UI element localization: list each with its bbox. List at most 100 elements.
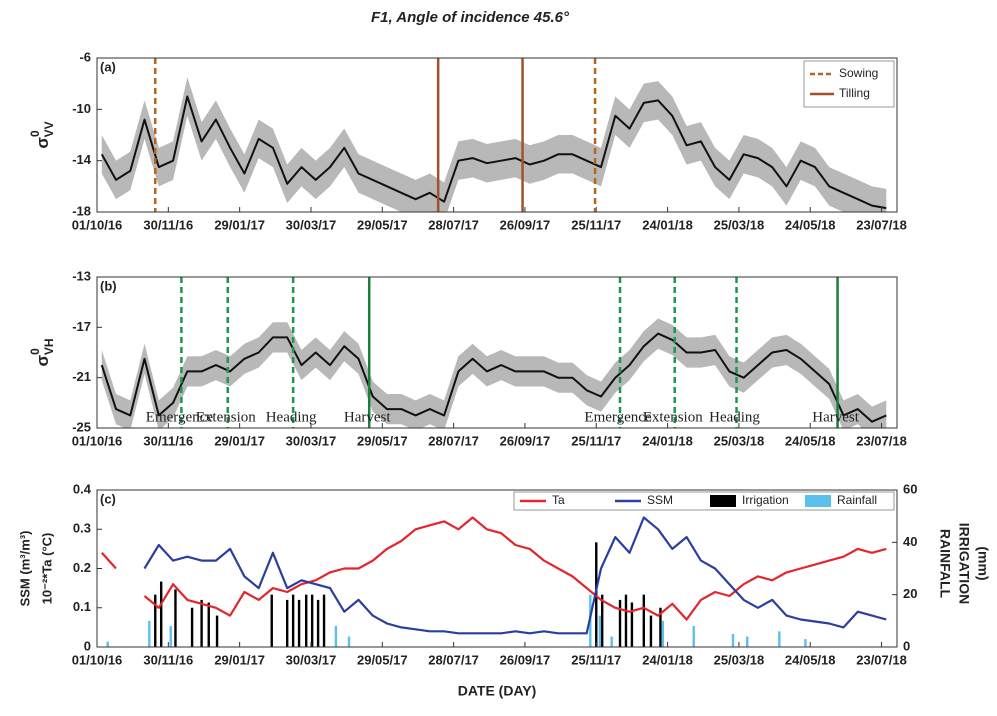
bar — [270, 594, 273, 647]
bar — [106, 641, 109, 647]
bar — [190, 607, 194, 647]
y-axis-label: 10⁻²*Ta (°C) — [39, 533, 54, 605]
x-axis-label: DATE (DAY) — [458, 683, 537, 699]
x-tick-label: 30/03/17 — [286, 433, 337, 448]
x-tick-label: 29/05/17 — [357, 652, 408, 667]
y2-tick-label: 40 — [903, 534, 917, 549]
legend-label: Irrigation — [742, 493, 789, 507]
bar — [778, 631, 781, 647]
x-tick-label: 23/07/18 — [856, 433, 907, 448]
y-label-sup: 0 — [28, 130, 42, 137]
event-label: Harvest — [812, 409, 859, 425]
bar — [659, 607, 662, 647]
bar — [334, 626, 338, 647]
y2-axis-label: (mm) — [975, 546, 991, 580]
x-tick-label: 24/01/18 — [642, 217, 693, 232]
y-tick-label: -17 — [72, 319, 91, 334]
event-label: Harvest — [344, 409, 391, 425]
plot-frame — [96, 57, 898, 213]
x-tick-label: 26/09/17 — [500, 652, 551, 667]
x-tick-label: 29/01/17 — [214, 433, 265, 448]
x-tick-label: 29/01/17 — [214, 652, 265, 667]
bar — [310, 594, 314, 647]
figure-title: F1, Angle of incidence 45.6° — [371, 9, 570, 26]
plot-area — [100, 318, 887, 428]
x-tick-label: 25/11/17 — [571, 217, 621, 232]
bar — [169, 626, 172, 647]
x-tick-label: 28/07/17 — [428, 652, 479, 667]
y-tick-label: 0.4 — [73, 481, 92, 496]
event-label: Heading — [266, 409, 317, 425]
x-tick-label: 26/09/17 — [500, 433, 551, 448]
x-tick-label: 30/11/16 — [143, 652, 193, 667]
y-tick-label: -6 — [79, 49, 91, 64]
x-tick-label: 25/11/17 — [571, 433, 621, 448]
bar — [154, 594, 157, 647]
plot-area — [100, 77, 887, 212]
bar — [305, 594, 308, 647]
legend-swatch — [805, 495, 831, 507]
y-tick-label: -18 — [72, 203, 91, 218]
bar — [618, 599, 622, 647]
y2-axis-label: RAINFALL — [937, 529, 953, 599]
x-tick-label: 28/07/17 — [428, 217, 479, 232]
y-axis-label: σ0VH — [28, 339, 56, 367]
y-tick-label: -25 — [72, 419, 91, 434]
series-line — [100, 332, 887, 423]
x-tick-label: 01/10/16 — [72, 652, 123, 667]
y-tick-label: 0.1 — [73, 599, 91, 614]
bar — [159, 581, 163, 647]
plot-frame — [96, 489, 898, 648]
legend-label: Tilling — [839, 86, 870, 100]
bar — [642, 594, 646, 647]
x-tick-label: 30/03/17 — [286, 652, 337, 667]
x-tick-label: 25/11/17 — [571, 652, 621, 667]
x-tick-label: 29/05/17 — [357, 433, 408, 448]
y2-tick-label: 60 — [903, 481, 917, 496]
y-label-sub: VV — [42, 121, 56, 137]
y-tick-label: -14 — [72, 152, 92, 167]
x-tick-label: 25/03/18 — [714, 217, 765, 232]
legend-label: SSM — [647, 493, 673, 507]
bar — [347, 636, 351, 647]
x-tick-label: 23/07/18 — [856, 217, 907, 232]
legend-label: Ta — [552, 493, 565, 507]
spread-band — [101, 77, 887, 212]
bar — [610, 636, 613, 647]
y2-tick-label: 20 — [903, 586, 917, 601]
panel-label: (c) — [100, 491, 116, 506]
bar — [291, 594, 295, 647]
bar — [731, 633, 735, 647]
bar — [148, 620, 151, 647]
y-label-symbol: σ — [33, 355, 52, 367]
spread-band — [101, 318, 887, 428]
panel-label: (b) — [100, 278, 117, 293]
bar — [598, 615, 602, 647]
event-label: Extension — [196, 409, 256, 425]
bar — [285, 599, 289, 647]
y-axis-label: σ0VV — [28, 121, 56, 148]
x-tick-label: 24/05/18 — [785, 652, 836, 667]
event-label: Emergence — [146, 409, 214, 425]
x-tick-label: 24/05/18 — [785, 433, 836, 448]
y2-axis-label: IRRIGATION — [956, 523, 972, 604]
x-tick-label: 01/10/16 — [72, 433, 123, 448]
bar — [297, 599, 301, 647]
x-tick-label: 29/05/17 — [357, 217, 408, 232]
bar — [316, 599, 320, 647]
bar — [322, 594, 326, 647]
legend-box — [513, 491, 895, 511]
y-tick-label: -10 — [72, 101, 91, 116]
y-axis-label: SSM (m³/m³) — [17, 531, 32, 607]
legend-box — [803, 60, 895, 108]
x-tick-label: 26/09/17 — [500, 217, 551, 232]
y-label-symbol: σ — [33, 137, 52, 149]
bar — [661, 620, 665, 647]
legend-swatch — [710, 495, 736, 507]
y-tick-label: 0.2 — [73, 560, 91, 575]
series-line — [100, 95, 887, 210]
x-tick-label: 30/03/17 — [286, 217, 337, 232]
x-tick-label: 24/01/18 — [642, 433, 693, 448]
y-tick-label: 0 — [84, 638, 91, 653]
